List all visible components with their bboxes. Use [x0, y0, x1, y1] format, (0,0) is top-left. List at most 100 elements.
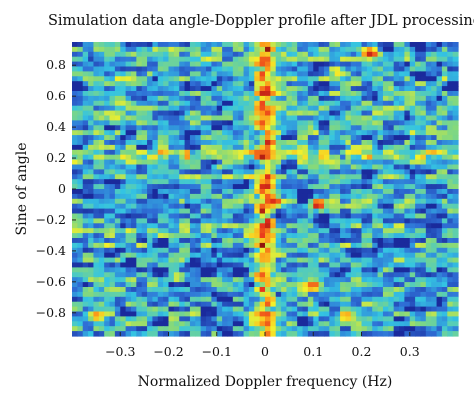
heatmap-cell: [227, 311, 234, 317]
heatmap-cell: [232, 193, 239, 200]
heatmap-cell: [93, 296, 100, 303]
heatmap-cell: [141, 267, 148, 273]
heatmap-cell: [291, 115, 298, 121]
heatmap-cell: [399, 154, 405, 161]
heatmap-cell: [195, 56, 202, 63]
heatmap-cell: [189, 247, 196, 254]
heatmap-cell: [147, 282, 154, 288]
heatmap-cell: [227, 262, 234, 268]
heatmap-cell: [415, 110, 422, 117]
heatmap-cell: [200, 51, 207, 58]
heatmap-cell: [452, 71, 459, 77]
heatmap-cell: [281, 277, 288, 283]
heatmap-cell: [72, 213, 78, 219]
heatmap-cell: [356, 213, 363, 219]
heatmap-cell: [345, 149, 352, 156]
heatmap-cell: [109, 125, 116, 131]
heatmap-cell: [163, 252, 170, 259]
y-tick-label: −0.4: [36, 243, 66, 258]
heatmap-cell: [436, 135, 443, 141]
heatmap-cell: [195, 130, 202, 136]
x-tick-label: 0: [261, 344, 269, 359]
heatmap-cell: [109, 238, 116, 244]
heatmap-cell: [275, 282, 282, 288]
heatmap-cell: [265, 169, 271, 175]
heatmap-cell: [238, 257, 245, 264]
heatmap-cell: [173, 42, 180, 48]
heatmap-cell: [104, 144, 111, 151]
heatmap-cell: [366, 100, 373, 107]
heatmap-cell: [297, 257, 304, 264]
heatmap-cell: [195, 282, 202, 288]
heatmap-cell: [227, 125, 234, 131]
heatmap-cell: [82, 174, 89, 180]
heatmap-cell: [130, 154, 137, 161]
heatmap-cell: [404, 46, 411, 53]
heatmap-cell: [173, 316, 180, 322]
heatmap-cell: [104, 257, 111, 264]
heatmap-cell: [340, 277, 347, 283]
heatmap-cell: [114, 71, 121, 77]
heatmap-cell: [88, 296, 95, 303]
heatmap-cell: [163, 42, 170, 48]
heatmap-cell: [82, 71, 89, 77]
heatmap-cell: [425, 81, 432, 87]
heatmap-cell: [366, 76, 373, 82]
heatmap-cell: [286, 125, 293, 131]
heatmap-cell: [147, 287, 154, 293]
heatmap-cell: [157, 331, 164, 337]
heatmap-cell: [222, 233, 229, 239]
heatmap-cell: [184, 228, 191, 234]
heatmap-cell: [441, 110, 448, 117]
heatmap-cell: [275, 228, 282, 234]
heatmap-cell: [281, 306, 288, 313]
heatmap-cell: [211, 316, 218, 322]
heatmap-cell: [120, 213, 127, 219]
heatmap-cell: [98, 86, 105, 92]
heatmap-cell: [356, 272, 363, 278]
heatmap-cell: [377, 311, 384, 317]
heatmap-cell: [109, 189, 116, 195]
heatmap-cell: [238, 91, 245, 97]
heatmap-cell: [393, 326, 400, 332]
heatmap-cell: [441, 159, 448, 166]
heatmap-cell: [130, 81, 137, 87]
heatmap-cell: [436, 71, 443, 77]
heatmap-cell: [297, 179, 304, 185]
heatmap-cell: [431, 296, 438, 303]
heatmap-cell: [157, 56, 164, 63]
heatmap-cell: [184, 262, 191, 268]
heatmap-cell: [211, 95, 218, 102]
x-tick-label: 0.2: [352, 344, 372, 359]
heatmap-cell: [222, 135, 229, 141]
heatmap-cell: [206, 179, 212, 185]
heatmap-cell: [254, 291, 261, 298]
heatmap-cell: [366, 262, 373, 268]
heatmap-cell: [409, 159, 416, 166]
heatmap-cell: [227, 203, 234, 210]
heatmap-cell: [441, 291, 448, 298]
heatmap-cell: [114, 316, 121, 322]
heatmap-cell: [114, 238, 121, 244]
heatmap-cell: [281, 218, 288, 224]
heatmap-cell: [93, 272, 100, 278]
heatmap-cell: [425, 301, 432, 308]
heatmap-cell: [265, 66, 271, 72]
heatmap-cell: [318, 115, 325, 121]
heatmap-cell: [243, 154, 250, 161]
heatmap-cell: [238, 174, 245, 180]
heatmap-cell: [431, 267, 438, 273]
heatmap-cell: [447, 233, 454, 239]
heatmap-cell: [447, 135, 454, 141]
heatmap-cell: [323, 46, 330, 53]
heatmap-cell: [168, 86, 175, 92]
heatmap-cell: [329, 238, 336, 244]
heatmap-cell: [436, 213, 443, 219]
heatmap-cell: [329, 66, 336, 72]
heatmap-cell: [114, 184, 121, 190]
heatmap-cell: [238, 179, 245, 185]
heatmap-cell: [372, 193, 379, 200]
heatmap-cell: [313, 247, 320, 254]
heatmap-cell: [265, 179, 271, 185]
heatmap-cell: [281, 164, 288, 170]
